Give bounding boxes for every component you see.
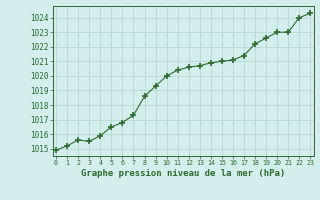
X-axis label: Graphe pression niveau de la mer (hPa): Graphe pression niveau de la mer (hPa)	[81, 169, 285, 178]
